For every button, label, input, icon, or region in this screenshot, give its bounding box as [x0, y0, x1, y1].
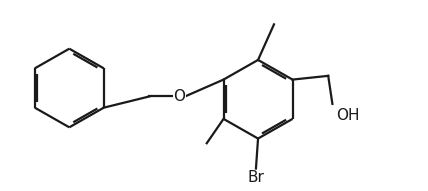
Text: O: O — [174, 89, 186, 104]
Text: OH: OH — [336, 108, 359, 123]
Text: Br: Br — [247, 170, 265, 185]
